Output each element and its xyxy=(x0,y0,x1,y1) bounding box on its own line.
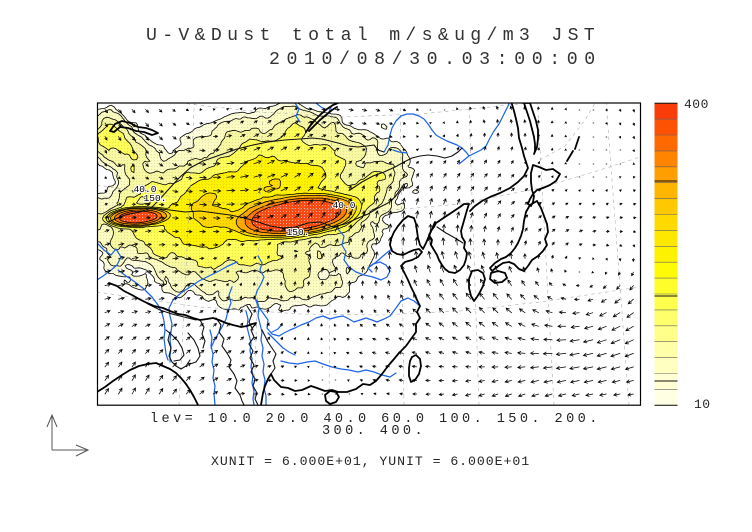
svg-text:XUNIT = 6.000E+01, YUNIT = 6.0: XUNIT = 6.000E+01, YUNIT = 6.000E+01 xyxy=(211,454,530,469)
svg-text:400: 400 xyxy=(684,97,709,112)
svg-text:150.: 150. xyxy=(144,193,167,204)
svg-text:lev= 10.0 20.0 40.0 60.0 100.: lev= 10.0 20.0 40.0 60.0 100. 150. 200. xyxy=(150,412,601,427)
svg-text:10: 10 xyxy=(694,397,711,412)
svg-text:2010/08/30.03:00:00: 2010/08/30.03:00:00 xyxy=(269,50,602,70)
svg-text:300. 400.: 300. 400. xyxy=(322,424,426,439)
svg-text:150.: 150. xyxy=(287,227,310,238)
svg-text:U-V&Dust total m/s&ug/m3 JST: U-V&Dust total m/s&ug/m3 JST xyxy=(146,26,600,46)
svg-text:40.0: 40.0 xyxy=(333,200,356,211)
svg-text:40.0: 40.0 xyxy=(134,184,157,195)
